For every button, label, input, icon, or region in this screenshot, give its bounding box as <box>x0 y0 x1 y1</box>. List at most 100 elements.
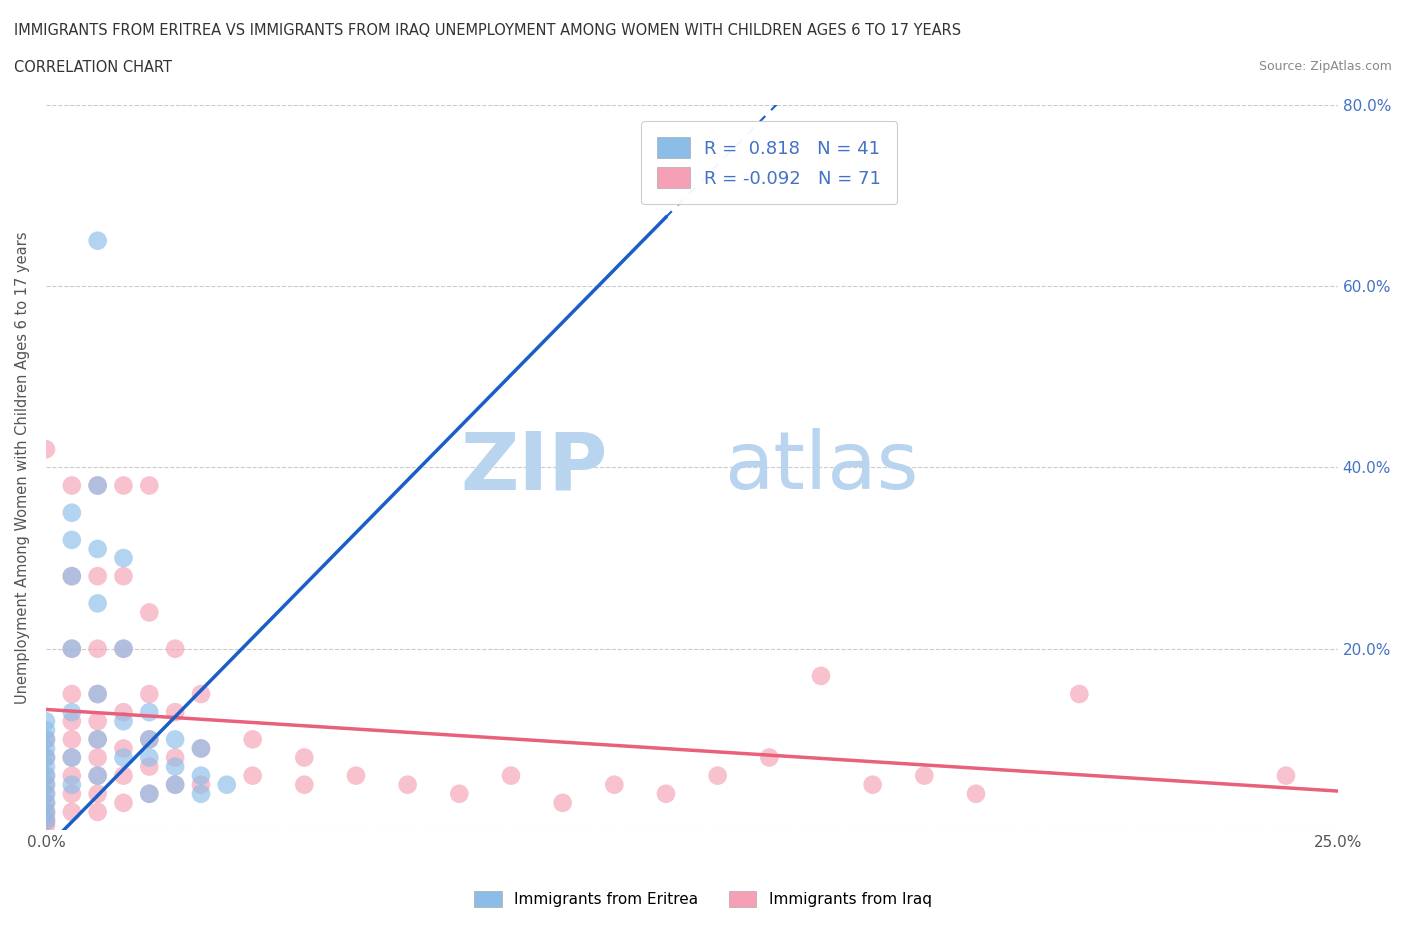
Point <box>112 551 135 565</box>
Point <box>112 478 135 493</box>
Point <box>35 777 58 792</box>
Point <box>60 732 83 747</box>
Text: CORRELATION CHART: CORRELATION CHART <box>14 60 172 75</box>
Point <box>112 714 135 729</box>
Point <box>86 569 108 584</box>
Point <box>190 741 212 756</box>
Point <box>60 642 83 657</box>
Point <box>60 787 83 802</box>
Point <box>655 787 678 802</box>
Point <box>138 751 160 765</box>
Point <box>60 751 83 765</box>
Point <box>35 804 58 819</box>
Legend: Immigrants from Eritrea, Immigrants from Iraq: Immigrants from Eritrea, Immigrants from… <box>468 884 938 913</box>
Point <box>86 642 108 657</box>
Point <box>60 714 83 729</box>
Point <box>35 777 58 792</box>
Point <box>35 809 58 824</box>
Point <box>242 768 264 783</box>
Point <box>1069 686 1091 701</box>
Point <box>35 723 58 737</box>
Point <box>35 787 58 802</box>
Point <box>138 759 160 774</box>
Point <box>35 787 58 802</box>
Point <box>86 478 108 493</box>
Point <box>86 596 108 611</box>
Point <box>35 732 58 747</box>
Point <box>86 804 108 819</box>
Point <box>344 768 367 783</box>
Point <box>112 751 135 765</box>
Point <box>810 669 832 684</box>
Point <box>60 751 83 765</box>
Point <box>86 714 108 729</box>
Point <box>190 686 212 701</box>
Point <box>603 777 626 792</box>
Point <box>60 478 83 493</box>
Point <box>165 777 187 792</box>
Point <box>165 751 187 765</box>
Point <box>292 751 315 765</box>
Text: IMMIGRANTS FROM ERITREA VS IMMIGRANTS FROM IRAQ UNEMPLOYMENT AMONG WOMEN WITH CH: IMMIGRANTS FROM ERITREA VS IMMIGRANTS FR… <box>14 23 962 38</box>
Point <box>35 795 58 810</box>
Point <box>35 814 58 829</box>
Point <box>396 777 419 792</box>
Point <box>551 795 574 810</box>
Point <box>449 787 471 802</box>
Point <box>190 777 212 792</box>
Point <box>35 818 58 833</box>
Point <box>706 768 728 783</box>
Point <box>1275 768 1298 783</box>
Point <box>165 732 187 747</box>
Point <box>60 569 83 584</box>
Point <box>60 768 83 783</box>
Point <box>112 642 135 657</box>
Point <box>60 777 83 792</box>
Point <box>190 787 212 802</box>
Point <box>138 605 160 620</box>
Point <box>242 732 264 747</box>
Point <box>138 478 160 493</box>
Point <box>138 787 160 802</box>
Point <box>86 768 108 783</box>
Point <box>86 478 108 493</box>
Point <box>60 505 83 520</box>
Point <box>60 642 83 657</box>
Point <box>86 751 108 765</box>
Point <box>292 777 315 792</box>
Point <box>35 741 58 756</box>
Point <box>86 768 108 783</box>
Point <box>112 642 135 657</box>
Point <box>60 686 83 701</box>
Point <box>190 741 212 756</box>
Y-axis label: Unemployment Among Women with Children Ages 6 to 17 years: Unemployment Among Women with Children A… <box>15 232 30 704</box>
Point <box>86 732 108 747</box>
Point <box>86 732 108 747</box>
Point <box>86 541 108 556</box>
Point <box>165 705 187 720</box>
Point <box>86 233 108 248</box>
Point <box>35 768 58 783</box>
Point <box>35 442 58 457</box>
Point <box>138 732 160 747</box>
Point <box>215 777 238 792</box>
Point <box>165 777 187 792</box>
Point <box>165 642 187 657</box>
Point <box>112 569 135 584</box>
Point <box>60 569 83 584</box>
Text: atlas: atlas <box>724 429 918 506</box>
Point <box>112 705 135 720</box>
Point <box>35 759 58 774</box>
Point <box>138 705 160 720</box>
Point <box>499 768 522 783</box>
Point <box>112 768 135 783</box>
Text: ZIP: ZIP <box>461 429 607 506</box>
Point <box>35 732 58 747</box>
Point <box>758 751 780 765</box>
Point <box>138 787 160 802</box>
Point <box>862 777 884 792</box>
Legend: R =  0.818   N = 41, R = -0.092   N = 71: R = 0.818 N = 41, R = -0.092 N = 71 <box>641 121 897 205</box>
Point <box>138 686 160 701</box>
Point <box>112 741 135 756</box>
Point <box>35 768 58 783</box>
